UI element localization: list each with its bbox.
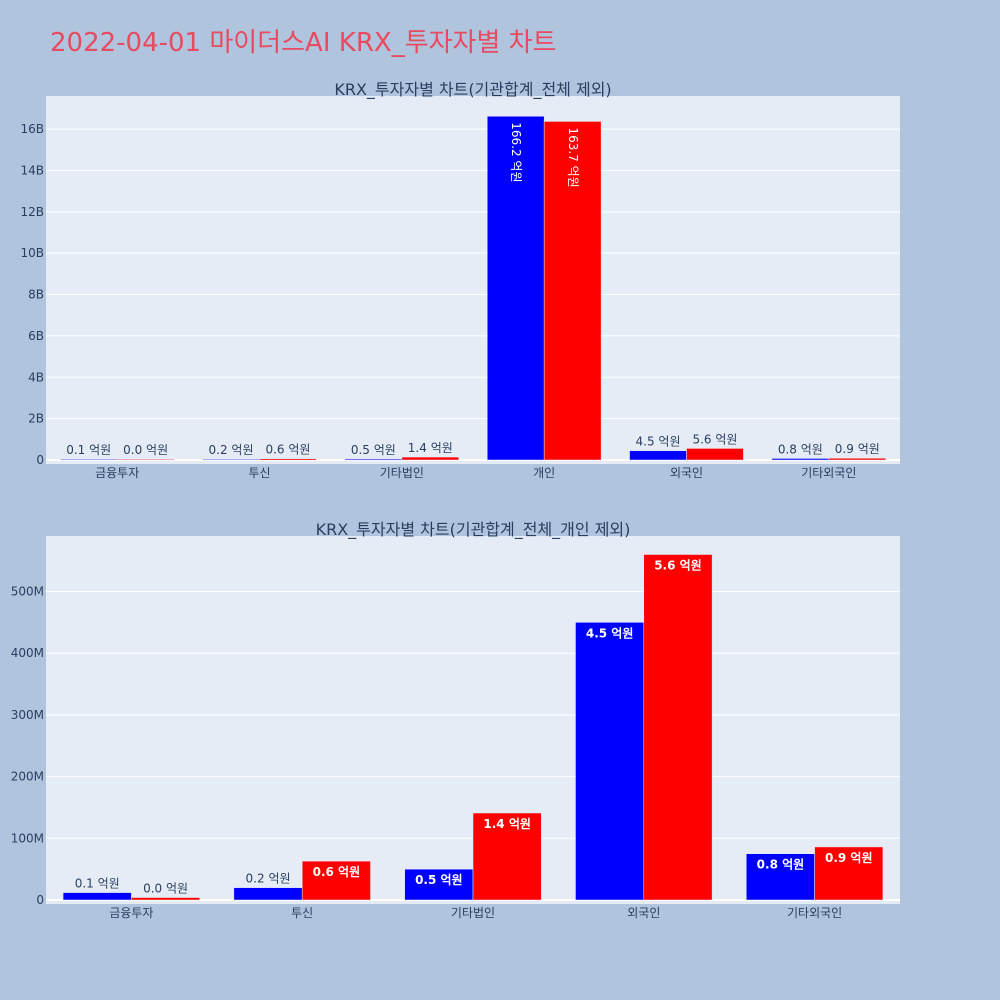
bar-series-1: [486, 116, 545, 461]
bar-data-label: 0.2 억원: [209, 443, 254, 457]
subplot-title: KRX_투자자별 차트(기관합계_전체_개인 제외): [316, 520, 631, 540]
bar-data-label: 0.0 억원: [143, 882, 188, 896]
bar-data-label: 0.9 억원: [835, 442, 880, 456]
x-tick-label: 금융투자: [95, 466, 139, 480]
bar-series-1: [202, 458, 260, 461]
x-tick-label: 기타법인: [380, 466, 424, 480]
y-tick-label: 14B: [20, 163, 44, 177]
bar-data-label: 0.5 억원: [415, 873, 463, 887]
x-tick-label: 외국인: [627, 906, 660, 920]
bar-data-label: 1.4 억원: [483, 817, 531, 831]
x-tick-label: 기타법인: [451, 906, 495, 920]
bar-data-label: 0.2 억원: [246, 872, 291, 886]
bar-data-label: 0.0 억원: [123, 443, 168, 457]
bar-series-2: [828, 457, 887, 461]
bar-series-1: [62, 892, 132, 901]
bar-data-label: 0.1 억원: [66, 443, 111, 457]
chart-2: 0 100M 200M 300M 400M 500M KRX_투자자별 차트(기관합계_전체…: [11, 520, 900, 920]
bar-series-1: [344, 458, 403, 461]
bar-series-2: [814, 846, 884, 901]
y-tick-label: 0: [36, 893, 44, 907]
bar-series-2: [116, 458, 175, 461]
bar-series-2: [131, 897, 200, 901]
x-tick-label: 개인: [533, 466, 555, 480]
y-tick-label: 500M: [11, 585, 44, 599]
bar-series-2: [301, 860, 371, 901]
bar-data-label: 0.9 억원: [825, 851, 873, 865]
bar-series-2: [259, 458, 317, 461]
y-tick-label: 400M: [11, 646, 44, 660]
bar-data-label: 0.6 억원: [265, 443, 310, 457]
bar-series-2: [686, 448, 744, 461]
subplot-title: KRX_투자자별 차트(기관합계_전체 제외): [334, 80, 611, 100]
bar-data-label: 4.5 억원: [636, 435, 681, 449]
y-tick-label: 300M: [11, 708, 44, 722]
chart-1: 0 2B 4B 6B 8B 10B 12B 14B 16B KRX_투자자별 차트(기관합계_전체…: [20, 80, 900, 480]
y-tick-label: 8B: [28, 288, 44, 302]
bar-series-2: [401, 456, 460, 461]
y-tick-label: 200M: [11, 770, 44, 784]
bar-series-1: [629, 450, 687, 461]
y-tick-label: 6B: [28, 329, 44, 343]
y-tick-label: 2B: [28, 412, 44, 426]
y-tick-label: 4B: [28, 370, 44, 384]
bar-data-label: 5.6 억원: [692, 432, 737, 446]
bar-data-label: 5.6 억원: [654, 559, 702, 573]
bar-series-1: [59, 458, 118, 461]
bar-series-2: [643, 554, 713, 901]
bar-data-label: 0.6 억원: [313, 865, 361, 879]
x-tick-label: 금융투자: [109, 906, 153, 920]
x-tick-label: 투신: [248, 466, 270, 480]
y-tick-label: 0: [36, 453, 44, 467]
page-title: 2022-04-01 마이더스AI KRX_투자자별 차트: [50, 28, 557, 58]
bar-data-label: 166.2 억원: [509, 122, 523, 182]
x-tick-label: 외국인: [670, 466, 703, 480]
bar-data-label: 163.7 억원: [566, 127, 580, 187]
plot-area: [46, 96, 900, 464]
bar-series-1: [233, 887, 303, 901]
bar-data-label: 0.1 억원: [75, 877, 120, 891]
y-tick-label: 10B: [20, 246, 44, 260]
x-tick-label: 기타외국인: [787, 906, 842, 920]
bar-series-1: [746, 853, 815, 901]
bar-data-label: 0.8 억원: [778, 442, 823, 456]
y-tick-label: 16B: [20, 122, 44, 136]
y-tick-label: 12B: [20, 205, 44, 219]
x-tick-label: 기타외국인: [801, 466, 856, 480]
bar-series-2: [543, 121, 602, 461]
bar-data-label: 0.5 억원: [351, 443, 396, 457]
bar-series-1: [404, 868, 474, 901]
bar-data-label: 0.8 억원: [757, 858, 805, 872]
bar-series-1: [575, 622, 645, 901]
bar-data-label: 4.5 억원: [586, 626, 634, 640]
bar-data-label: 1.4 억원: [408, 441, 453, 455]
y-tick-label: 100M: [11, 831, 44, 845]
bar-series-2: [472, 812, 542, 901]
x-tick-label: 투신: [291, 906, 313, 920]
bar-series-1: [771, 458, 830, 461]
